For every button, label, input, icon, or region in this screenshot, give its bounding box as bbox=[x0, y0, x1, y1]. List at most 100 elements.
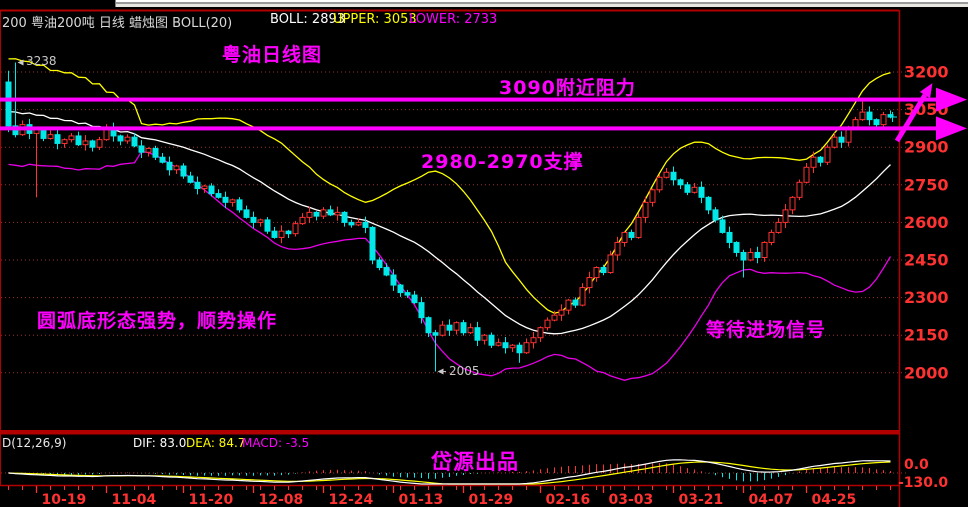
candle-body bbox=[376, 259, 383, 269]
breakout-arrow[interactable] bbox=[894, 83, 933, 143]
candle-body bbox=[754, 251, 761, 258]
candle-body bbox=[852, 119, 859, 128]
candle-body bbox=[705, 196, 712, 211]
candle-body bbox=[418, 302, 425, 319]
candle-body bbox=[166, 161, 173, 171]
candle-body bbox=[208, 185, 215, 195]
candle-body bbox=[509, 344, 516, 349]
candle-body bbox=[341, 211, 348, 223]
candle-body bbox=[229, 199, 236, 203]
date-tick-label: 11-20 bbox=[189, 492, 234, 507]
chart-frame bbox=[0, 9, 901, 507]
resistance-arrow-line[interactable] bbox=[0, 87, 967, 112]
candle-body bbox=[61, 139, 68, 144]
chart-title-bar: 200 粤油200吨 日线 蜡烛图 BOLL(20) bbox=[2, 16, 233, 31]
low-price-label: 2005 bbox=[449, 364, 480, 378]
candle-body bbox=[173, 165, 180, 171]
support-arrow-line[interactable] bbox=[0, 116, 967, 141]
candle-body bbox=[278, 230, 285, 238]
candle-body bbox=[313, 211, 320, 217]
candle-body bbox=[789, 196, 796, 211]
annotation-pattern-note[interactable]: 圆弧底形态强势，顺势操作 bbox=[37, 310, 278, 332]
candle-body bbox=[194, 181, 201, 190]
candle-body bbox=[271, 230, 278, 238]
candle-body bbox=[747, 251, 754, 261]
boll-upper-legend: UPPER: 3053 bbox=[333, 12, 417, 27]
candle-body bbox=[663, 171, 670, 178]
candle-body bbox=[502, 342, 509, 349]
candle-body bbox=[551, 314, 558, 321]
candle-layer bbox=[5, 62, 894, 372]
candle-body bbox=[817, 156, 824, 163]
price-tick-label: 3200 bbox=[904, 63, 949, 82]
annotation-resistance[interactable]: 3090附近阻力 bbox=[499, 77, 636, 99]
candle-body bbox=[460, 322, 467, 334]
date-tick-label: 04-07 bbox=[749, 492, 794, 507]
candle-body bbox=[285, 230, 292, 235]
macd-dea-label: DEA: 84.7 bbox=[186, 436, 246, 450]
date-tick-label: 01-13 bbox=[399, 492, 444, 507]
candle-body bbox=[236, 199, 243, 211]
macd-value-label: MACD: -3.5 bbox=[242, 436, 310, 450]
candle-body bbox=[803, 166, 810, 183]
candle-body bbox=[635, 216, 642, 238]
candle-body bbox=[362, 221, 369, 228]
candle-body bbox=[691, 186, 698, 193]
candle-body bbox=[411, 294, 418, 304]
candle-body bbox=[383, 267, 390, 276]
candle-body bbox=[614, 241, 621, 256]
candle-body bbox=[481, 334, 488, 341]
date-tick-label: 02-16 bbox=[546, 492, 591, 507]
candle-body bbox=[138, 145, 145, 153]
candle-body bbox=[670, 171, 677, 181]
candle-body bbox=[467, 327, 474, 334]
price-tick-label: 2900 bbox=[904, 138, 949, 157]
candle-body bbox=[740, 251, 747, 261]
date-tick-label: 03-03 bbox=[609, 492, 654, 507]
boll-lower-legend: LOWER: 2733 bbox=[409, 12, 498, 27]
candle-body bbox=[796, 181, 803, 198]
candle-body bbox=[124, 136, 131, 142]
candle-body bbox=[600, 267, 607, 274]
candle-body bbox=[775, 221, 782, 233]
candle-body bbox=[474, 327, 481, 341]
price-tick-label: 2000 bbox=[904, 363, 949, 382]
candle-body bbox=[369, 226, 376, 261]
candle-body bbox=[565, 299, 572, 311]
candle-body bbox=[68, 135, 75, 141]
boll-mid-legend: BOLL: 2893 bbox=[270, 12, 346, 27]
candle-body bbox=[96, 139, 103, 148]
window-edge-strip bbox=[115, 0, 968, 7]
date-tick-label: 03-21 bbox=[679, 492, 724, 507]
candle-body bbox=[131, 136, 138, 147]
candle-body bbox=[40, 129, 47, 139]
candle-body bbox=[201, 185, 208, 190]
candle-body bbox=[831, 136, 838, 148]
price-tick-label: 2450 bbox=[904, 251, 949, 270]
annotation-chart-title[interactable]: 粤油日线图 bbox=[222, 44, 323, 66]
macd-dif-line bbox=[8, 459, 891, 485]
annotation-support[interactable]: 2980-2970支撑 bbox=[421, 151, 584, 173]
candle-body bbox=[159, 156, 166, 163]
candle-body bbox=[488, 334, 495, 346]
macd-params-label: D(12,26,9) bbox=[2, 436, 67, 450]
candle-body bbox=[82, 140, 89, 146]
candle-body bbox=[607, 254, 614, 274]
boll-lower-line bbox=[8, 151, 892, 381]
annotation-signal-note[interactable]: 等待进场信号 bbox=[706, 319, 827, 341]
candle-body bbox=[257, 219, 264, 223]
candle-body bbox=[5, 81, 12, 127]
price-tick-label: 2600 bbox=[904, 213, 949, 232]
date-tick-label: 10-19 bbox=[42, 492, 87, 507]
price-tick-label: 2300 bbox=[904, 288, 949, 307]
candle-body bbox=[579, 287, 586, 306]
candle-body bbox=[768, 231, 775, 243]
candle-body bbox=[306, 211, 313, 218]
macd-min-tick: -130.0 bbox=[898, 475, 949, 491]
date-tick-label: 12-08 bbox=[259, 492, 304, 507]
candle-body bbox=[642, 201, 649, 218]
candle-body bbox=[712, 209, 719, 221]
